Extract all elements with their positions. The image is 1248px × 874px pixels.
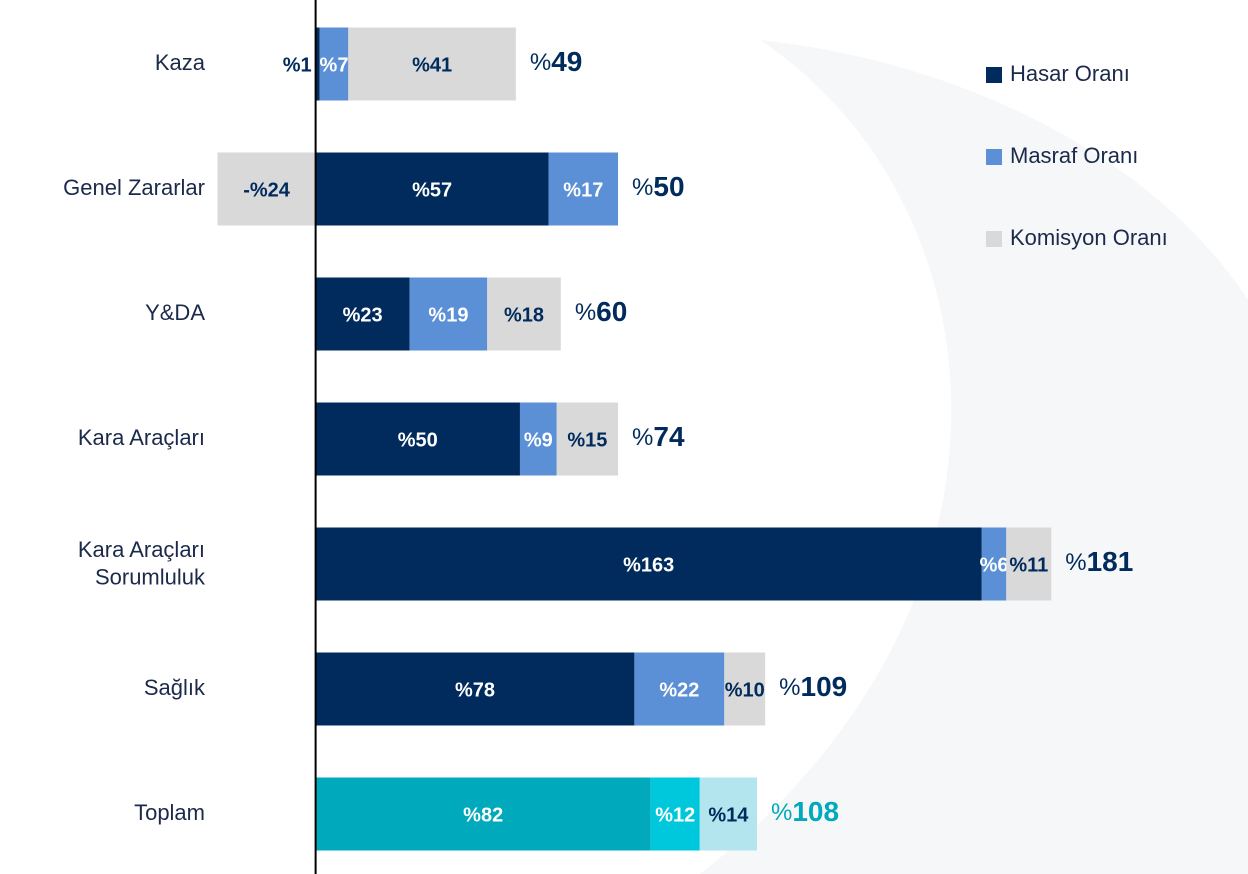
value-label: %6 [980,554,1009,576]
value-label: %22 [659,679,699,701]
bar-segment [519,402,557,476]
category-label: Toplam [134,800,205,825]
legend-swatch [986,231,1002,247]
value-label: %1 [283,54,312,76]
bar-segment [315,652,635,726]
total-label: %181 [1065,546,1133,577]
bar-segment [319,27,349,101]
bar-segment [315,777,651,851]
bar-segment [634,652,725,726]
legend-swatch [986,149,1002,165]
value-label: %23 [343,304,383,326]
bar-segment [315,152,549,226]
value-label: %14 [708,804,749,826]
bar-segment [348,27,516,101]
category-label: Kaza [155,50,206,75]
legend-label: Komisyon Oranı [1010,225,1168,250]
bar-segment [315,527,982,601]
legend-label: Masraf Oranı [1010,143,1138,168]
value-label: %9 [524,429,553,451]
bar-segment [981,527,1007,601]
total-label: %50 [632,171,685,202]
value-label: %163 [623,554,674,576]
category-label: Genel Zararlar [63,175,205,200]
category-label: Kara Araçları [78,425,205,450]
value-label: %7 [320,54,349,76]
value-label: %41 [412,54,452,76]
bar-segment [1006,527,1052,601]
bar-segment [315,277,410,351]
legend-label: Hasar Oranı [1010,61,1130,86]
value-label: %11 [1009,554,1048,576]
value-label: %18 [504,304,544,326]
total-label: %108 [771,796,839,827]
bar-segment [724,652,766,726]
value-label: %82 [463,804,503,826]
bar-segment [217,152,316,226]
bar-segment [315,27,320,101]
value-label: %57 [412,179,452,201]
category-label: Kara Araçları Sorumluluk [78,537,206,590]
value-label: %10 [725,679,765,701]
bar-segment [409,277,488,351]
total-label: %109 [779,671,847,702]
value-label: %50 [398,429,438,451]
category-label: Y&DA [145,300,205,325]
category-label: Sağlık [144,675,206,700]
bar-segment [315,402,520,476]
bar-segment [548,152,619,226]
background-shape [700,40,1248,874]
value-label: %15 [567,429,607,451]
bar-segment [487,277,561,351]
value-label: %19 [428,304,468,326]
legend-swatch [986,67,1002,83]
value-label: %17 [563,179,603,201]
total-label: %74 [632,421,685,452]
bar-segment [650,777,700,851]
total-label: %60 [575,296,628,327]
value-label: %12 [655,804,695,826]
bar-segment [556,402,619,476]
value-label: -%24 [243,179,291,201]
total-label: %49 [530,46,583,77]
value-label: %78 [455,679,495,701]
bar-segment [699,777,757,851]
